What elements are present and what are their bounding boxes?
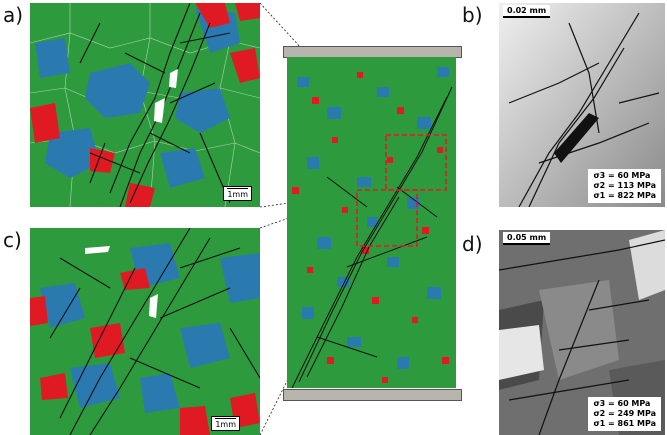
panel-b-sigma1: σ1 = 822 MPa — [593, 191, 656, 200]
panel-label-a: a) — [3, 3, 24, 27]
panel-b-scale-bar: 0.02 mm — [503, 5, 551, 18]
panel-b-sigma2: σ2 = 113 MPa — [593, 181, 656, 190]
panel-d-stress-box: σ3 = 60 MPa σ2 = 249 MPa σ1 = 861 MPa — [588, 397, 661, 431]
panel-c-simulation-image: 1mm — [30, 228, 260, 435]
panel-a-simulation-image: 1mm — [30, 3, 260, 207]
panel-d-micrograph: 0.05 mm σ3 = 60 MPa σ2 = 249 MPa σ1 = 86… — [499, 230, 665, 435]
panel-c-scale-bar: 1mm — [211, 416, 240, 431]
specimen-simulation-image — [287, 57, 456, 388]
bottom-platen — [283, 389, 462, 401]
panel-b-micrograph: 0.02 mm σ3 = 60 MPa σ2 = 113 MPa σ1 = 82… — [499, 3, 665, 207]
panel-b-stress-box: σ3 = 60 MPa σ2 = 113 MPa σ1 = 822 MPa — [588, 169, 661, 203]
panel-b-sigma3: σ3 = 60 MPa — [593, 171, 651, 180]
panel-d-scale-bar: 0.05 mm — [503, 232, 551, 245]
panel-label-c: c) — [3, 228, 22, 252]
panel-d-sigma2: σ2 = 249 MPa — [593, 409, 656, 418]
panel-a-scale-bar: 1mm — [223, 186, 252, 201]
panel-label-d: d) — [462, 232, 483, 256]
panel-label-b: b) — [462, 3, 483, 27]
panel-d-sigma1: σ1 = 861 MPa — [593, 419, 656, 428]
panel-d-sigma3: σ3 = 60 MPa — [593, 399, 651, 408]
